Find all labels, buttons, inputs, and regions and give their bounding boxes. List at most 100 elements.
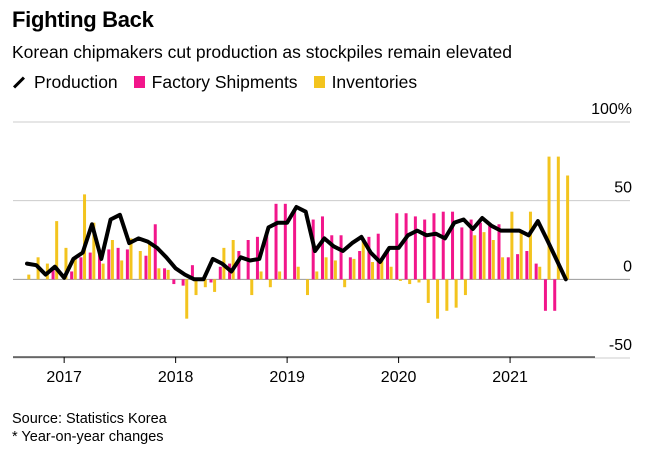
inventories-bar	[129, 238, 133, 280]
shipments-bar	[107, 249, 111, 280]
inventories-bar	[445, 279, 449, 311]
shipments-bar	[367, 236, 371, 280]
x-tick-label: 2021	[492, 369, 528, 386]
shipments-bar	[172, 279, 176, 285]
inventories-bar	[324, 257, 328, 280]
inventories-bar	[343, 279, 347, 288]
inventories-bar	[371, 262, 375, 280]
inventories-bar	[166, 269, 170, 280]
shipments-bar	[153, 224, 157, 280]
inventories-bar	[352, 258, 356, 280]
shipments-bar	[51, 269, 55, 280]
inventories-bar	[380, 260, 384, 280]
legend-label-shipments: Factory Shipments	[151, 71, 298, 92]
production-line-swatch	[12, 75, 26, 89]
inventories-bar	[55, 221, 59, 280]
shipments-bar	[163, 268, 167, 280]
legend-item-shipments: Factory Shipments	[133, 71, 298, 93]
shipments-bar	[274, 203, 278, 280]
legend-item-production: Production	[12, 72, 118, 93]
shipments-bar	[70, 271, 74, 280]
shipments-bar	[413, 216, 417, 280]
x-tick-label: 2018	[158, 369, 194, 386]
chart-title: Fighting Back	[12, 7, 154, 32]
y-tick-label: -50	[609, 337, 632, 354]
shipments-bar	[330, 235, 334, 280]
inventories-bar	[296, 266, 300, 280]
shipments-bar	[339, 235, 343, 280]
inventories-bar	[519, 232, 523, 280]
inventories-bar	[120, 260, 124, 280]
inventories-bar	[259, 271, 263, 280]
shipments-bar	[506, 257, 510, 280]
inventories-bar	[110, 240, 114, 280]
inventories-bar	[333, 260, 337, 280]
inventories-bar	[473, 235, 477, 280]
shipments-bar	[534, 263, 538, 280]
shipments-bar	[432, 213, 436, 280]
source-note: Source: Statistics Korea	[12, 411, 167, 427]
shipments-bar	[497, 224, 501, 280]
inventories-swatch	[313, 76, 325, 88]
shipments-bar	[79, 257, 83, 280]
shipments-bar	[488, 225, 492, 280]
inventories-bar	[73, 258, 77, 280]
inventories-bar	[157, 268, 161, 280]
inventories-bar	[398, 279, 402, 281]
shipments-bar	[386, 251, 390, 280]
shipments-bar	[88, 252, 92, 280]
inventories-bar	[556, 156, 560, 280]
inventories-bar	[454, 279, 458, 308]
inventories-bar	[510, 211, 514, 280]
production-line	[25, 205, 568, 282]
inventories-bar	[389, 266, 393, 280]
footnote: * Year-on-year changes	[12, 429, 164, 445]
inventories-bar	[268, 279, 272, 288]
inventories-bar	[417, 279, 421, 283]
shipments-bar	[181, 279, 185, 286]
shipments-bar	[209, 279, 213, 283]
inventories-bar	[278, 271, 282, 280]
inventories-bar	[101, 263, 105, 280]
inventories-bar	[426, 279, 430, 303]
inventories-bar	[213, 279, 217, 292]
shipments-bar	[451, 211, 455, 280]
shipments-bar	[144, 255, 148, 280]
shipments-bar	[543, 279, 547, 311]
inventories-bar	[566, 175, 570, 280]
shipments-bar	[358, 251, 362, 280]
legend-label-production: Production	[34, 71, 118, 92]
chart-legend: Production Factory Shipments Inventories	[12, 71, 433, 93]
legend-label-inventories: Inventories	[331, 71, 418, 92]
shipments-bar	[283, 203, 287, 280]
shipments-bar	[116, 247, 120, 280]
y-tick-label: 0	[623, 258, 632, 275]
shipments-bar	[218, 266, 222, 280]
shipments-bar	[125, 249, 129, 280]
y-tick-label: 50	[614, 180, 632, 197]
inventories-bar	[436, 279, 440, 319]
shipments-bar	[376, 233, 380, 280]
inventories-bar	[203, 279, 207, 288]
inventories-bar	[64, 247, 68, 280]
shipments-bar	[320, 216, 324, 280]
inventories-bar	[27, 274, 31, 280]
inventories-bar	[538, 266, 542, 280]
shipments-bar	[265, 232, 269, 280]
shipments-bar	[293, 208, 297, 280]
inventories-bar	[482, 232, 486, 280]
x-tick-label: 2020	[381, 369, 417, 386]
inventories-bar	[491, 240, 495, 280]
inventories-bar	[463, 279, 467, 296]
inventories-bar	[194, 279, 198, 296]
y-tick-label: 100%	[591, 101, 632, 118]
inventories-bar	[148, 241, 152, 280]
x-tick-label: 2017	[46, 369, 82, 386]
shipments-bar	[460, 227, 464, 280]
inventories-bar	[306, 279, 309, 296]
shipments-bar	[553, 279, 557, 311]
shipments-bar	[237, 251, 241, 280]
inventories-bar	[231, 240, 235, 280]
inventories-bar	[361, 238, 365, 280]
inventories-bar	[92, 222, 96, 280]
